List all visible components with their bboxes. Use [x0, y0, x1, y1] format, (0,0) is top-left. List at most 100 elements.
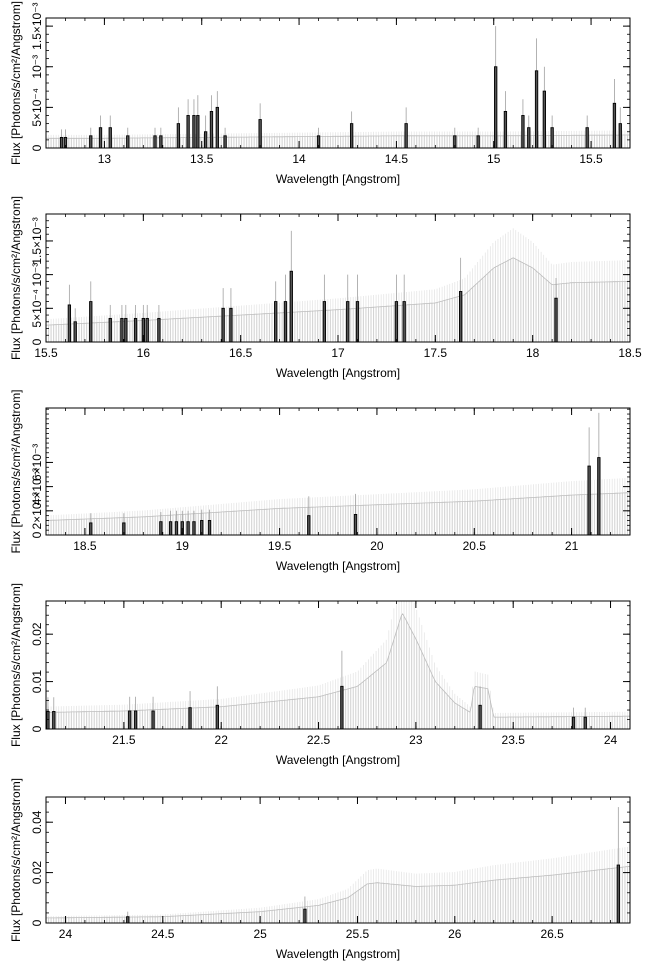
detection-bin: [188, 707, 192, 729]
x-tick-label: 19: [176, 539, 190, 553]
detection-bin: [159, 521, 163, 535]
detection-bin: [126, 916, 130, 923]
y-tick-label: 1.5×10⁻³: [30, 2, 44, 49]
detection-bin: [542, 90, 546, 148]
detection-bin: [46, 711, 50, 729]
detection-bin: [52, 711, 56, 729]
y-tick-label: 0.04: [30, 810, 44, 834]
detection-bin: [108, 317, 112, 342]
y-axis-title: Flux [Photons/s/cm²/Angstrom]: [9, 389, 23, 553]
y-tick-label: 5×10⁻⁴: [30, 88, 44, 127]
y-tick-label: 10⁻³: [30, 55, 44, 79]
model-envelope: [46, 865, 630, 919]
detection-bin: [494, 66, 498, 148]
x-tick-label: 20.5: [463, 539, 487, 553]
detection-bin: [521, 115, 525, 148]
detection-bin: [203, 131, 208, 148]
detection-bin: [404, 123, 408, 148]
detection-bin: [192, 115, 196, 148]
detection-bin: [307, 515, 311, 535]
y-tick-label: 0: [30, 725, 44, 732]
plot-area: [46, 601, 630, 729]
detection-bin: [159, 135, 163, 148]
y-tick-label: 5×10⁻⁴: [30, 289, 44, 328]
detection-bin: [153, 135, 157, 148]
detection-bin: [63, 136, 68, 148]
detection-bin: [200, 520, 204, 535]
detection-bin: [98, 127, 103, 148]
detection-bin: [128, 710, 132, 729]
plot-frame: [45, 17, 631, 149]
detection-bin: [346, 301, 350, 342]
detection-bin: [207, 520, 212, 535]
detection-bin: [126, 135, 130, 148]
detection-bin: [534, 70, 539, 148]
plot-area: [46, 26, 630, 148]
model-envelope: [46, 492, 630, 521]
detection-bin: [394, 301, 399, 342]
detection-bin: [209, 110, 214, 148]
x-tick-label: 14.5: [385, 152, 409, 166]
detection-bin: [554, 297, 558, 342]
chart-panel: 24 24.5 25 25.5 26 26.5 0 0.02 0.04 Wavelength [A…: [9, 778, 631, 961]
detection-bin: [157, 317, 161, 342]
detection-bin: [108, 127, 112, 148]
detection-bin: [283, 301, 288, 342]
y-tick-label: 10⁻³: [30, 263, 44, 287]
detection-bin: [221, 307, 225, 342]
detection-bin: [453, 135, 457, 148]
x-axis-title: Wavelength [Angstrom]: [276, 172, 400, 186]
chart-panel: 18.5 19 19.5 20 20.5 21 0 2×10⁻³4×10⁻³6×10⁻³ Wav…: [9, 389, 631, 573]
x-tick-label: 15.5: [34, 346, 58, 360]
detection-bin: [223, 135, 227, 148]
detection-bin: [478, 704, 482, 729]
detection-bin: [196, 115, 200, 148]
detection-bin: [597, 457, 601, 535]
x-tick-label: 25.5: [346, 927, 370, 941]
detection-bin: [303, 908, 307, 923]
x-tick-label: 16.5: [229, 346, 253, 360]
x-axis-title: Wavelength [Angstrom]: [276, 559, 400, 573]
y-tick-label: 6×10⁻³: [30, 444, 44, 481]
detection-bin: [585, 127, 589, 148]
detection-bin: [289, 270, 293, 342]
detection-bin: [133, 710, 138, 729]
y-tick-label: 4×10⁻³: [30, 468, 44, 505]
detection-bin: [186, 115, 190, 148]
detection-bin: [215, 106, 219, 148]
x-tick-label: 23.5: [502, 733, 526, 747]
detection-bin: [124, 317, 128, 342]
detection-bin: [316, 135, 321, 148]
detection-bin: [133, 317, 138, 342]
detection-bin: [476, 135, 480, 148]
x-tick-label: 17.5: [424, 346, 448, 360]
detection-bin: [583, 716, 587, 729]
y-axis-title: Flux [Photons/s/cm²/Angstrom]: [9, 583, 23, 747]
detection-bin: [503, 110, 508, 148]
detection-bin: [274, 301, 278, 342]
y-tick-label: 0.02: [30, 861, 44, 885]
x-tick-label: 21.5: [112, 733, 136, 747]
x-tick-label: 20: [370, 539, 384, 553]
x-tick-label: 19.5: [268, 539, 292, 553]
x-tick-label: 15: [487, 152, 501, 166]
x-tick-label: 24.5: [151, 927, 175, 941]
detection-bin: [145, 317, 149, 342]
detection-bin: [550, 127, 554, 148]
x-tick-label: 13: [98, 152, 112, 166]
y-tick-label: 1.5×10⁻³: [30, 217, 44, 264]
detection-bin: [89, 301, 93, 342]
x-tick-label: 18.5: [618, 346, 642, 360]
detection-bin: [340, 685, 344, 729]
detection-bin: [587, 465, 591, 535]
detection-bin: [618, 123, 622, 148]
detection-bin: [186, 521, 190, 535]
detection-bin: [571, 716, 576, 729]
x-tick-label: 24: [59, 927, 73, 941]
x-tick-label: 14: [292, 152, 306, 166]
detection-bin: [402, 301, 406, 342]
detection-bin: [120, 317, 124, 342]
detection-bin: [215, 704, 219, 729]
y-axis-title: Flux [Photons/s/cm²/Angstrom]: [9, 1, 23, 165]
